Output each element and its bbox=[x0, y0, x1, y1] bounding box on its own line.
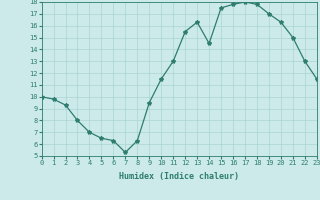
X-axis label: Humidex (Indice chaleur): Humidex (Indice chaleur) bbox=[119, 172, 239, 181]
